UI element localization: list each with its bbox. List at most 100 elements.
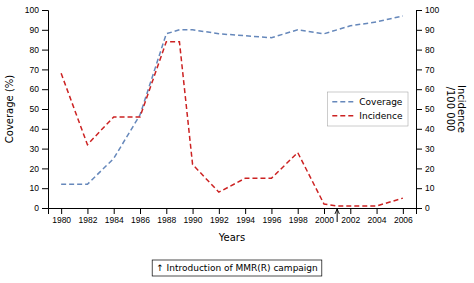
tick-label: 2000 (315, 215, 334, 225)
legend: Coverage Incidence (327, 92, 408, 126)
tick-mark (140, 208, 141, 214)
tick-mark (416, 89, 422, 90)
tick: 1996 (262, 208, 281, 225)
tick: 30 (30, 144, 48, 154)
tick: 1988 (157, 208, 176, 225)
tick-label: 2006 (394, 215, 413, 225)
tick: 60 (416, 84, 435, 94)
tick: 1994 (236, 208, 255, 225)
tick-label: 10 (425, 183, 435, 193)
tick: 100 (25, 5, 48, 15)
tick-label: 10 (30, 183, 40, 193)
annotation-text: ↑ Introduction of MMR(R) campaign (156, 263, 318, 273)
tick-mark (416, 50, 422, 51)
tick-mark (42, 149, 48, 150)
tick-mark (87, 208, 88, 214)
tick: 0 (416, 203, 430, 213)
tick-mark (324, 208, 325, 214)
tick: 20 (30, 164, 48, 174)
tick-label: 100 (25, 5, 39, 15)
y-axis-title: Coverage (%) (4, 75, 15, 143)
tick: 2004 (368, 208, 387, 225)
tick-mark (403, 208, 404, 214)
y2-axis-title-line: Incidence (456, 85, 467, 133)
annotation-box (152, 260, 322, 276)
legend-items: Coverage Incidence (332, 97, 403, 121)
tick: 2006 (394, 208, 413, 225)
tick-label: 70 (425, 65, 435, 75)
legend-item: Coverage (332, 97, 403, 107)
tick: 30 (416, 144, 435, 154)
annotation-arrow (337, 209, 338, 222)
tick: 90 (416, 25, 435, 35)
legend-label: Coverage (359, 97, 403, 107)
tick-label: 30 (30, 144, 40, 154)
annotation: ↑ Introduction of MMR(R) campaign (152, 260, 322, 276)
tick: 2000 (315, 208, 334, 225)
tick-mark (114, 208, 115, 214)
tick: 60 (30, 84, 48, 94)
tick-mark (42, 50, 48, 51)
tick-label: 80 (425, 45, 435, 55)
tick-label: 1982 (78, 215, 97, 225)
tick-mark (298, 208, 299, 214)
tick-mark (416, 188, 422, 189)
tick: 0 (34, 203, 48, 213)
tick-mark (166, 208, 167, 214)
tick-label: 40 (425, 124, 435, 134)
x-axis-title: Years (218, 232, 245, 243)
tick-label: 1998 (289, 215, 308, 225)
tick: 50 (30, 104, 48, 114)
tick-mark (416, 10, 422, 11)
tick-mark (193, 208, 194, 214)
tick: 70 (30, 65, 48, 75)
tick-label: 1990 (184, 215, 203, 225)
legend-box (327, 92, 408, 126)
legend-item: Incidence (332, 111, 403, 121)
tick-label: 20 (425, 164, 435, 174)
tick-mark (61, 208, 62, 214)
tick-label: 1992 (210, 215, 229, 225)
tick: 100 (416, 5, 439, 15)
tick-label: 90 (30, 25, 40, 35)
legend-swatch (332, 101, 354, 103)
tick-mark (42, 168, 48, 169)
y2-axis-title: Incidence/100 000 (445, 85, 467, 133)
tick-mark (245, 208, 246, 214)
tick: 1986 (131, 208, 150, 225)
tick: 1984 (105, 208, 124, 225)
tick-mark (416, 149, 422, 150)
tick-label: 100 (425, 5, 439, 15)
tick-mark (42, 208, 48, 209)
tick-label: 50 (30, 104, 40, 114)
tick-label: 1994 (236, 215, 255, 225)
tick-mark (42, 10, 48, 11)
tick: 70 (416, 65, 435, 75)
tick-label: 50 (425, 104, 435, 114)
tick: 80 (30, 45, 48, 55)
chart: 1980198219841986198819901992199419961998… (0, 0, 474, 283)
tick-label: 1984 (105, 215, 124, 225)
tick-label: 0 (425, 203, 430, 213)
y2-axis-title-line: /100 000 (445, 87, 456, 132)
tick-mark (416, 129, 422, 130)
tick: 20 (416, 164, 435, 174)
tick: 1990 (184, 208, 203, 225)
tick-mark (42, 89, 48, 90)
tick: 40 (416, 124, 435, 134)
tick-label: 1986 (131, 215, 150, 225)
tick-label: 30 (425, 144, 435, 154)
tick: 1982 (78, 208, 97, 225)
tick-label: 60 (30, 84, 40, 94)
tick-mark (42, 109, 48, 110)
tick-mark (350, 208, 351, 214)
tick: 10 (30, 183, 48, 193)
axis-line (49, 209, 417, 215)
tick-label: 20 (30, 164, 40, 174)
tick: 1998 (289, 208, 308, 225)
tick-label: 1988 (157, 215, 176, 225)
tick-mark (42, 69, 48, 70)
legend-swatch (332, 115, 354, 117)
tick-mark (42, 188, 48, 189)
tick-label: 90 (425, 25, 435, 35)
